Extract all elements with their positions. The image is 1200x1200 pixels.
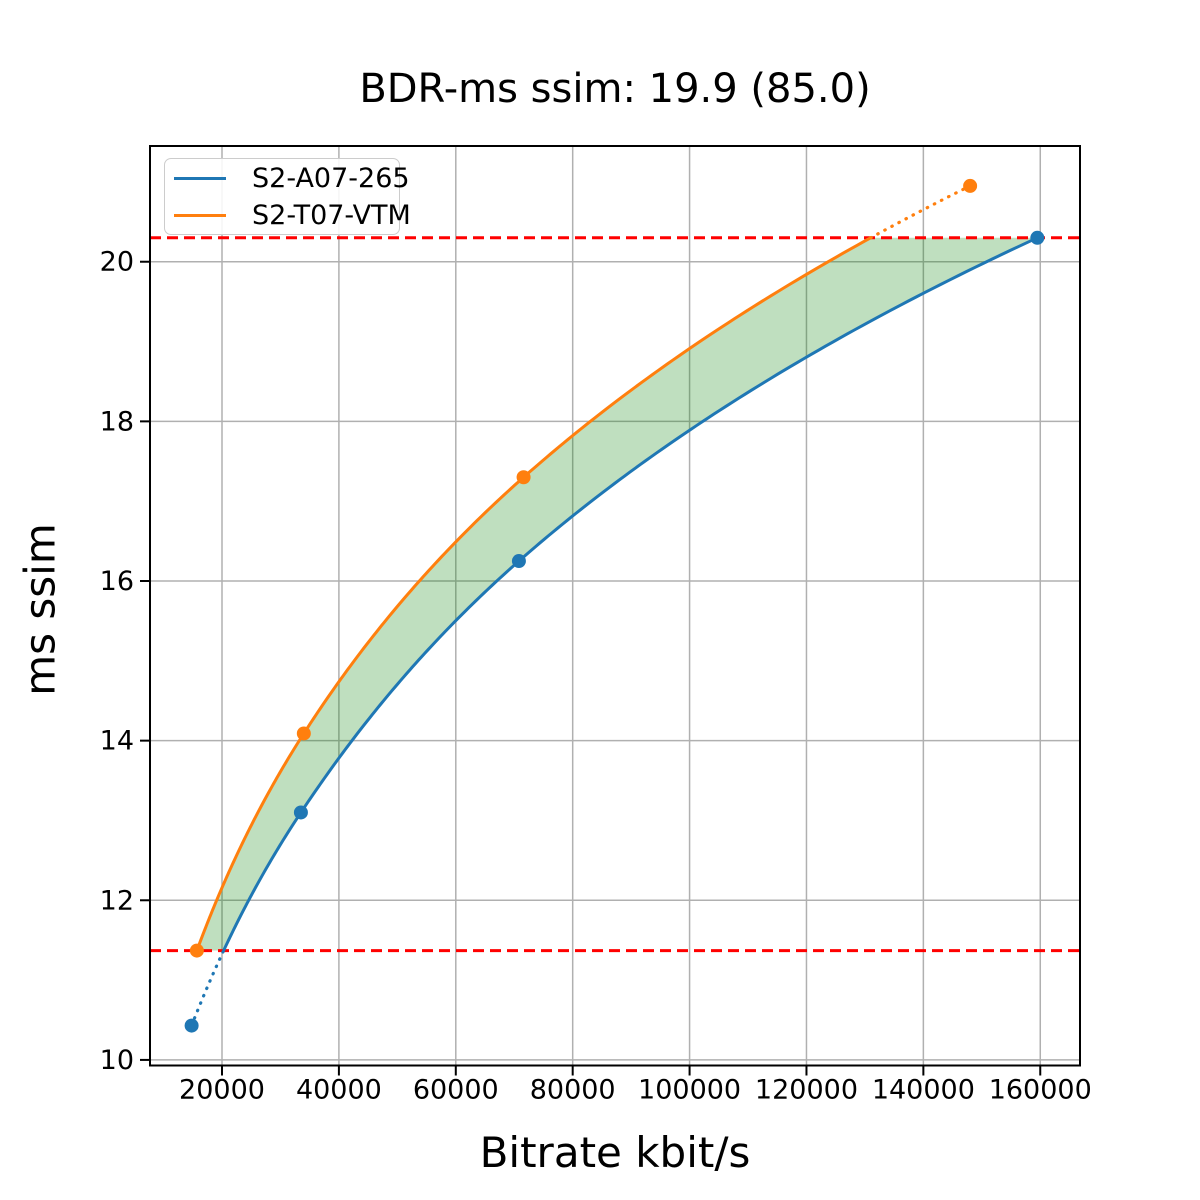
legend-entry: S2-A07-265 [165,159,410,197]
y-tick-label: 18 [100,406,134,437]
y-tick-label: 20 [100,247,134,278]
data-point [296,726,311,741]
x-tick-label: 60000 [413,1075,499,1106]
data-point [963,178,978,193]
x-tick-label: 20000 [179,1075,265,1106]
legend-box: S2-A07-265 S2-T07-VTM [164,158,411,235]
axes-spines [149,145,1081,1067]
legend-label: S2-A07-265 [252,162,410,194]
curve-dotted-segment [190,948,226,1028]
legend-label: S2-T07-VTM [252,200,411,231]
x-tick-label: 140000 [872,1075,975,1106]
data-point [511,554,526,569]
x-tick-label: 160000 [989,1075,1092,1106]
bd-rate-fill-area [196,237,1038,951]
x-tick-label: 120000 [755,1075,858,1106]
y-tick-label: 12 [100,885,134,916]
data-point [189,943,204,958]
fill-between-area [196,237,1038,951]
x-tick-label: 80000 [530,1075,616,1106]
tick-marks-and-labels: 20000 40000 60000 80000 100000 120000 140000 16… [100,247,1092,1106]
grid-layer [150,146,1080,1066]
x-tick-label: 100000 [638,1075,741,1106]
data-point [1030,230,1045,245]
y-tick-label: 16 [100,566,134,597]
plot-border [149,145,1081,1067]
curve-solid-segment [195,236,872,952]
reference-lines [150,236,1080,953]
y-tick-label: 10 [100,1045,134,1076]
y-tick-label: 14 [100,726,134,757]
legend-line-sample [174,214,226,217]
data-point [293,805,308,820]
x-tick-label: 40000 [296,1075,382,1106]
data-point [184,1018,199,1033]
data-point [516,470,531,485]
legend-entry: S2-T07-VTM [165,197,411,235]
x-axis-label: Bitrate kbit/s [479,1128,751,1177]
curve-solid-segment [222,236,1038,952]
series-curves [190,184,1038,1028]
chart-title: BDR-ms ssim: 19.9 (85.0) [359,66,871,112]
curve-dotted-segment [869,184,972,240]
legend-line-sample [174,176,226,180]
data-point-markers [184,178,1045,1033]
